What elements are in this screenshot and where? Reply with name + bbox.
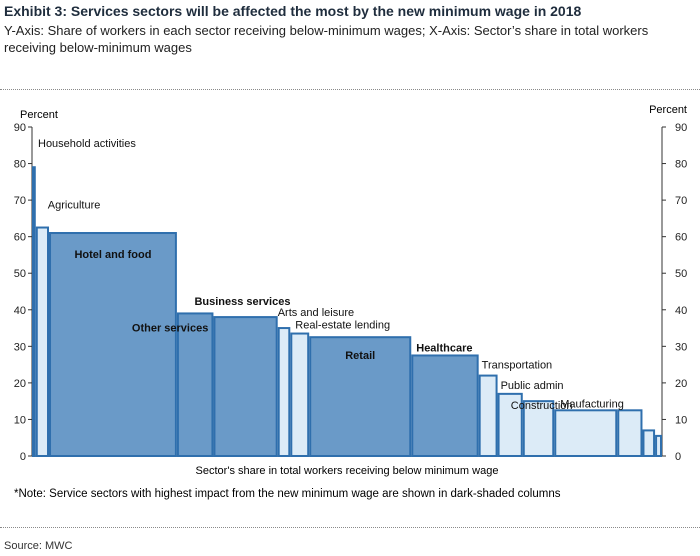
chart-title: Exhibit 3: Services sectors will be affe… xyxy=(4,3,582,19)
y-tick-label-left: 20 xyxy=(14,378,26,390)
bar-label: Hotel and food xyxy=(74,249,151,261)
bar xyxy=(642,429,656,457)
y-tick-label-right: 90 xyxy=(675,122,687,134)
bar xyxy=(655,434,663,457)
bar-label: Agriculture xyxy=(48,200,101,212)
y-tick-label-right: 20 xyxy=(675,378,687,390)
y-tick-label-right: 30 xyxy=(675,341,687,353)
bar xyxy=(522,400,555,457)
bar xyxy=(554,409,618,457)
y-tick-label-left: 30 xyxy=(14,341,26,353)
bar xyxy=(309,336,412,458)
y-tick-label-right: 80 xyxy=(675,159,687,171)
bar-label: Business services xyxy=(194,296,290,308)
bar xyxy=(290,332,310,457)
bar-label: Retail xyxy=(345,350,375,362)
y-tick-label-right: 70 xyxy=(675,195,687,207)
y-axis-left-label: Percent xyxy=(20,109,58,121)
bar-label: Maufacturing xyxy=(560,398,624,410)
bar xyxy=(411,354,479,458)
header-divider xyxy=(0,89,700,90)
bar-label: Construction xyxy=(511,400,573,412)
bar-label: Household activities xyxy=(38,138,136,150)
bar-label: Public admin xyxy=(501,380,564,392)
y-tick-label-left: 70 xyxy=(14,195,26,207)
bar xyxy=(277,327,291,457)
bar-label: Healthcare xyxy=(416,342,472,354)
y-tick-label-right: 40 xyxy=(675,305,687,317)
bar xyxy=(478,374,498,458)
footer-divider xyxy=(0,527,700,528)
y-tick-label-left: 0 xyxy=(20,451,26,463)
bar-label: Other services xyxy=(132,322,208,334)
y-tick-label-right: 50 xyxy=(675,268,687,280)
y-tick-label-right: 10 xyxy=(675,414,687,426)
x-axis-label: Sector's share in total workers receivin… xyxy=(196,465,499,477)
y-tick-label-left: 80 xyxy=(14,159,26,171)
y-tick-label-left: 40 xyxy=(14,305,26,317)
bar xyxy=(176,312,214,457)
y-tick-label-left: 60 xyxy=(14,232,26,244)
bar xyxy=(617,409,643,457)
bar-label: Transportation xyxy=(482,360,553,372)
y-tick-label-right: 60 xyxy=(675,232,687,244)
bar-label: Arts and leisure xyxy=(278,307,354,319)
source-note: Source: MWC xyxy=(4,540,73,552)
bar xyxy=(35,226,50,457)
bar xyxy=(32,166,36,457)
y-tick-label-left: 90 xyxy=(14,122,26,134)
y-tick-label-right: 0 xyxy=(675,451,681,463)
y-axis-right-label: Percent xyxy=(649,104,687,116)
bar xyxy=(213,316,278,458)
chart-footnote: *Note: Service sectors with highest impa… xyxy=(14,488,561,500)
y-tick-label-left: 10 xyxy=(14,414,26,426)
bar xyxy=(49,232,177,457)
bar xyxy=(497,392,523,458)
chart-subtitle: Y-Axis: Share of workers in each sector … xyxy=(4,23,649,55)
y-tick-label-left: 50 xyxy=(14,268,26,280)
bar-label: Real-estate lending xyxy=(295,320,390,332)
